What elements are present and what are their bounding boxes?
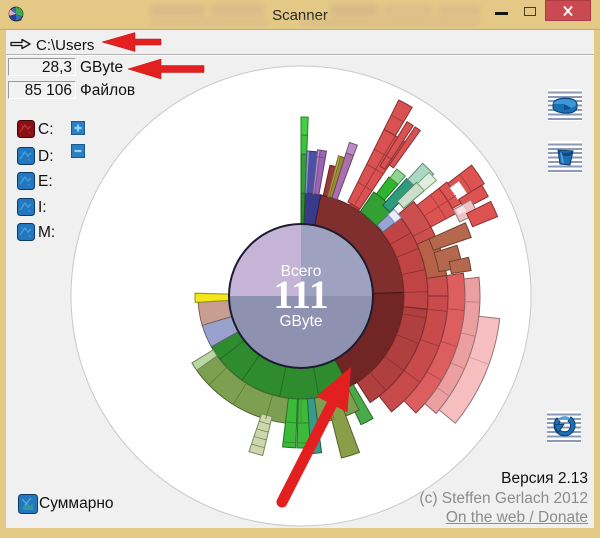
svg-text:Всего: Всего (281, 263, 322, 280)
svg-text:111: 111 (273, 272, 329, 317)
svg-text:GByte: GByte (279, 313, 322, 330)
